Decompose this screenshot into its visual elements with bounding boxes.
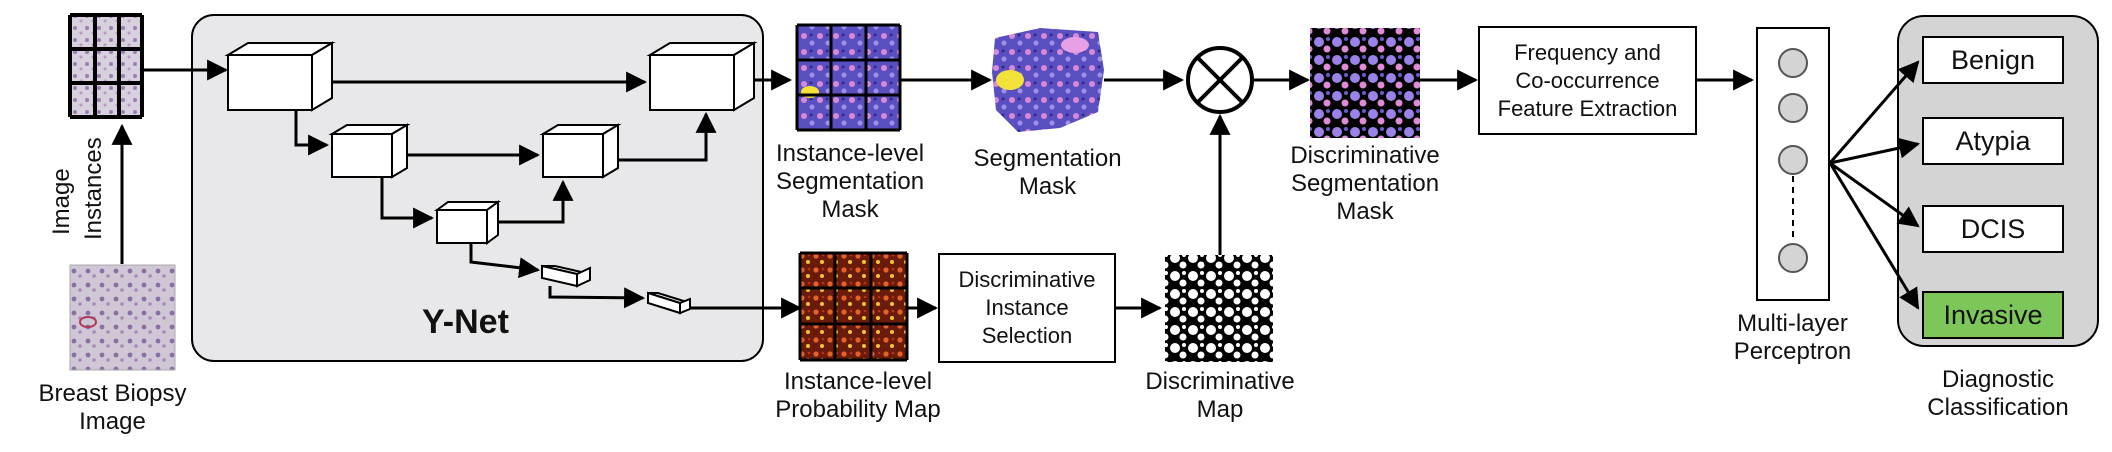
bottleneck-cube: [541, 264, 591, 288]
encoder-cube-1: [224, 41, 336, 112]
selection-line-3: Selection: [981, 323, 1073, 348]
up-2: [618, 111, 717, 162]
selection-line-2: Instance: [985, 295, 1069, 320]
mlp-line-2: Perceptron: [1733, 338, 1852, 365]
class-label-invasive: Invasive: [1943, 299, 2043, 330]
instance-prob-line-1: Instance-level: [783, 368, 933, 395]
class-boxes: [1922, 36, 2064, 339]
up-1: [498, 179, 574, 224]
class-label-dcis: DCIS: [1960, 213, 2026, 244]
classification-panel: [1897, 15, 2099, 347]
segmentation-mask-label: Segmentation Mask: [960, 145, 1135, 201]
image-instances-tile: [70, 15, 142, 117]
instance-probability-label: Instance-level Probability Map: [758, 368, 958, 424]
feature-extraction-text: Frequency and Co-occurrence Feature Extr…: [1480, 28, 1695, 133]
arrow-to-invasive: [1828, 162, 1920, 310]
instances-grid-lines: [68, 13, 144, 119]
down-3: [469, 243, 541, 279]
ynet-title: Y-Net: [422, 303, 509, 341]
class-box-benign: [1922, 36, 2064, 84]
down-1: [294, 110, 330, 156]
instance-segmentation-label: Instance-level Segmentation Mask: [765, 140, 935, 224]
discriminative-segmentation-mask-image: [1310, 28, 1420, 138]
classification-line-2: Classification: [1927, 394, 2069, 421]
biopsy-marker: [79, 316, 97, 328]
instance-probability-grid: [798, 251, 909, 362]
image-instances-grid: [68, 13, 144, 119]
discriminative-segmentation-label: Discriminative Segmentation Mask: [1280, 142, 1450, 226]
mlp-node: [1778, 145, 1808, 175]
arrow-to-atypia: [1829, 137, 1921, 165]
encoder-cube-2: [328, 123, 411, 179]
mlp-node: [1778, 93, 1808, 123]
class-box-atypia: [1922, 117, 2064, 165]
disc-seg-line-3: Mask: [1336, 198, 1394, 225]
disc-seg-line-1: Discriminative: [1290, 142, 1440, 169]
decoder-cube-2: [646, 41, 758, 112]
disc-seg-line-2: Segmentation: [1290, 170, 1440, 197]
mlp-to-class-arrows: [1828, 60, 1921, 310]
decoder-cube-1: [539, 123, 622, 179]
breast-biopsy-line-2: Image: [79, 408, 146, 435]
discriminative-map-label: Discriminative Map: [1130, 368, 1310, 424]
class-label-atypia: Atypia: [1955, 125, 2031, 156]
feature-line-3: Feature Extraction: [1497, 95, 1678, 121]
breast-biopsy-label: Breast Biopsy Image: [30, 380, 195, 436]
mlp-line-1: Multi-layer: [1737, 310, 1848, 337]
encoder-cube-3: [433, 200, 502, 245]
instance-seg-line-1: Instance-level: [775, 140, 925, 167]
discriminative-map-image: [1165, 255, 1273, 362]
ynet-panel: [191, 14, 764, 362]
arrow-to-benign: [1828, 60, 1920, 164]
instance-segmentation-grid: [795, 23, 902, 132]
instance-selection-box: [938, 253, 1116, 363]
class-label-benign: Benign: [1950, 44, 2036, 75]
classifier-branch-cube: [647, 291, 691, 315]
mlp-label: Multi-layer Perceptron: [1710, 310, 1875, 366]
mlp-node: [1778, 48, 1808, 78]
disc-map-line-1: Discriminative: [1145, 368, 1295, 395]
arrow-to-dcis: [1829, 161, 1920, 228]
seg-mask-line-2: Mask: [1018, 173, 1077, 200]
selection-line-1: Discriminative: [958, 267, 1096, 292]
class-box-dcis: [1922, 205, 2064, 253]
segmentation-mask-image: [992, 28, 1104, 132]
instances-label-vertical: Instances: [80, 137, 108, 240]
disc-map-line-2: Map: [1196, 396, 1244, 423]
class-box-invasive: [1922, 291, 2064, 339]
ynet-cubes: [224, 41, 758, 315]
seg-mask-line-1: Segmentation: [973, 145, 1122, 172]
down-2: [380, 177, 435, 229]
multiply-operator: [1186, 46, 1254, 114]
mlp-nodes: [1778, 48, 1808, 273]
instance-selection-text: Discriminative Instance Selection: [940, 255, 1114, 361]
branch-down: [548, 286, 646, 309]
feature-line-1: Frequency and: [1514, 39, 1661, 65]
feature-line-2: Co-occurrence: [1515, 67, 1660, 93]
instance-seg-line-3: Mask: [821, 196, 879, 223]
mlp-node: [1778, 243, 1808, 273]
image-label-line-1: Image: [48, 168, 75, 235]
instance-prob-line-2: Probability Map: [775, 396, 941, 423]
image-label-vertical: Image: [48, 168, 76, 235]
classification-label: Diagnostic Classification: [1898, 366, 2098, 422]
instances-label-line-1: Instances: [80, 137, 107, 240]
instance-seg-line-2: Segmentation: [775, 168, 925, 195]
feature-extraction-box: [1478, 26, 1697, 135]
ynet-connections: [294, 71, 717, 309]
breast-biopsy-line-1: Breast Biopsy: [38, 380, 187, 407]
classification-line-1: Diagnostic: [1941, 366, 2055, 393]
